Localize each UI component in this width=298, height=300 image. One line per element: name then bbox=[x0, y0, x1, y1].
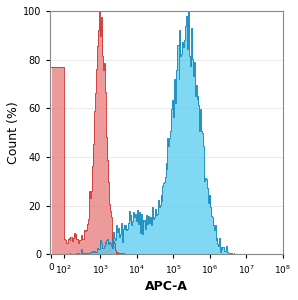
X-axis label: APC-A: APC-A bbox=[145, 280, 188, 293]
Y-axis label: Count (%): Count (%) bbox=[7, 101, 20, 164]
